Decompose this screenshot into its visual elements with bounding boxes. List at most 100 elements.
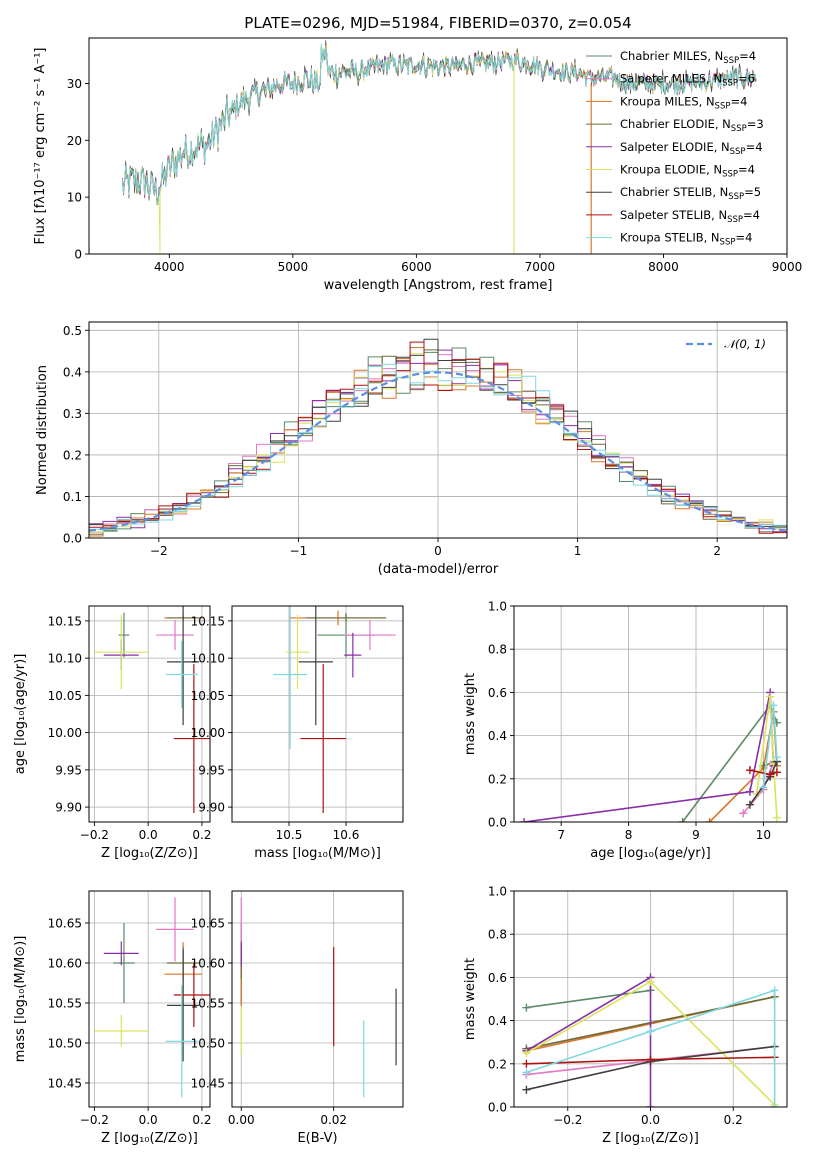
legend-label: Salpeter ELODIE, NSSP=4 <box>620 140 763 157</box>
errorbar-point <box>344 632 362 678</box>
spectrum-xtick-label: 8000 <box>648 260 679 274</box>
spectrum-axes: 4000 5000 6000 7000 8000 9000 0 10 20 30 wavelengt… <box>33 37 802 293</box>
weight-marker <box>522 1059 531 1068</box>
mass-vs-Z-ytick-label: 10.65 <box>48 917 82 931</box>
residuals-ytick-label: 0.5 <box>63 324 82 338</box>
mass-vs-ebv-ytick-label: 10.55 <box>191 997 225 1011</box>
weight-vs-age-xtick-label: 7 <box>557 828 565 842</box>
weight-marker <box>769 701 778 710</box>
weight-vs-Z-ytick-label: 0.8 <box>488 928 507 942</box>
weight-marker <box>646 1055 655 1064</box>
residuals-ytick-label: 0.0 <box>63 532 82 546</box>
age-vs-mass-plot-area <box>273 606 396 814</box>
weight-marker <box>770 986 779 995</box>
weight-line <box>526 989 776 1107</box>
mass-vs-ebv-xtick-label: 0.00 <box>228 1113 255 1127</box>
age-vs-mass-ytick-label: 10.10 <box>191 652 225 666</box>
age-vs-Z-ytick-label: 10.00 <box>48 726 82 740</box>
weight-vs-age-ytick-label: 0.4 <box>488 729 507 743</box>
weight-marker <box>522 1085 531 1094</box>
errorbar-point <box>165 641 198 709</box>
weight-vs-age-ytick-label: 0.2 <box>488 772 507 786</box>
gaussian-curve <box>89 371 787 532</box>
residuals-ylabel: Normed distribution <box>35 365 50 495</box>
mass-vs-Z-xtick-label: −0.2 <box>80 1113 109 1127</box>
errorbar-point <box>298 606 333 726</box>
weight-marker <box>745 800 754 809</box>
age-vs-Z-frame <box>88 605 211 823</box>
errorbar-point <box>173 664 210 814</box>
legend-label: Kroupa ELODIE, NSSP=4 <box>620 163 755 180</box>
spectrum-xtick-label: 7000 <box>525 260 556 274</box>
legend-label: Chabrier STELIB, NSSP=5 <box>620 185 761 202</box>
weight-vs-age-frame <box>513 605 788 823</box>
weight-vs-Z-xtick-label: −0.2 <box>553 1113 582 1127</box>
weight-marker <box>520 818 529 822</box>
spectrum-legend: Chabrier MILES, NSSP=4 Salpeter MILES, NS… <box>586 49 764 248</box>
age-vs-mass-frame <box>231 605 404 823</box>
spectrum-xlabel: wavelength [Angstrom, rest frame] <box>324 278 553 293</box>
mass-vs-Z-frame <box>88 890 211 1108</box>
weight-marker <box>745 787 754 796</box>
age-vs-mass-ytick-label: 10.05 <box>191 689 225 703</box>
weight-vs-age-plot-area <box>520 688 781 822</box>
weight-marker <box>759 783 768 792</box>
weight-marker <box>522 1068 531 1077</box>
weight-marker <box>766 770 775 779</box>
spectrum-ylabel: Flux [fλ10⁻¹⁷ erg cm⁻² s⁻¹ A⁻¹] <box>33 48 48 245</box>
age-vs-mass-ytick-label: 9.95 <box>198 763 225 777</box>
weight-vs-Z-ytick-label: 0.0 <box>488 1101 507 1115</box>
spectrum-xtick-label: 4000 <box>154 260 185 274</box>
weight-vs-age-xtick-label: 8 <box>625 828 633 842</box>
errorbar-point <box>166 606 200 726</box>
age-vs-Z-ytick-label: 9.90 <box>55 801 82 815</box>
weight-vs-age-ytick-label: 1.0 <box>488 600 507 614</box>
age-vs-Z-xtick-label: 0.2 <box>192 828 211 842</box>
residuals-xtick-label: 1 <box>574 544 582 558</box>
weight-vs-Z-axes: −0.2 0.0 0.2 0.0 0.2 0.4 0.6 0.8 1.0 Z [log₁₀(Z/Z… <box>463 885 788 1146</box>
weight-marker <box>646 977 655 986</box>
mass-vs-Z-ytick-label: 10.45 <box>48 1077 82 1091</box>
mass-vs-Z-ytick-label: 10.60 <box>48 957 82 971</box>
age-vs-Z-axes: −0.2 0.0 0.2 9.90 9.95 10.00 10.05 10.10 10.15 Z … <box>13 605 211 861</box>
mass-vs-ebv-ytick-label: 10.65 <box>191 917 225 931</box>
age-vs-mass-xtick-label: 10.6 <box>333 828 360 842</box>
spectrum-plot-area <box>122 40 757 254</box>
age-vs-Z-ytick-label: 9.95 <box>55 763 82 777</box>
weight-vs-Z-xtick-label: 0.2 <box>724 1113 743 1127</box>
residuals-plot-area <box>89 338 787 537</box>
age-vs-Z-ytick-label: 10.05 <box>48 689 82 703</box>
mass-vs-ebv-xtick-label: 0.02 <box>320 1113 347 1127</box>
weight-vs-Z-ylabel: mass weight <box>463 958 478 1040</box>
weight-marker <box>678 818 687 822</box>
mass-vs-ebv-axes: 0.00 0.02 10.45 10.50 10.55 10.60 10.65 E(B-V) <box>191 890 404 1146</box>
age-vs-mass-ytick-label: 10.00 <box>191 726 225 740</box>
errorbar-point <box>94 614 149 690</box>
mass-vs-Z-ylabel: mass [log₁₀(M/M⊙)] <box>13 936 28 1063</box>
legend-label: Kroupa MILES, NSSP=4 <box>620 94 747 111</box>
residuals-xlabel: (data-model)/error <box>378 562 499 577</box>
mass-vs-ebv-ytick-label: 10.45 <box>191 1077 225 1091</box>
mass-vs-ebv-ytick-label: 10.50 <box>191 1037 225 1051</box>
residuals-xtick-label: 0 <box>434 544 442 558</box>
spectrum-ytick-label: 30 <box>67 77 82 91</box>
weight-vs-Z-ytick-label: 1.0 <box>488 885 507 899</box>
errorbar-point <box>113 923 135 1003</box>
mass-vs-ebv-frame <box>231 890 404 1108</box>
spectrum-ytick-label: 10 <box>67 191 82 205</box>
age-vs-mass-xlabel: mass [log₁₀(M/M⊙)] <box>254 846 381 861</box>
errorbar-point <box>156 620 194 650</box>
errorbar-point <box>300 664 346 814</box>
errorbar-point <box>165 985 198 1098</box>
errorbar-point <box>306 614 386 622</box>
legend-label: Chabrier MILES, NSSP=4 <box>620 49 756 66</box>
errorbar-point <box>156 897 194 962</box>
age-vs-Z-ylabel: age [log₁₀(age/yr)] <box>13 654 28 775</box>
age-vs-Z-plot-area <box>94 606 210 814</box>
errorbar-point <box>103 941 139 966</box>
weight-marker <box>772 753 781 762</box>
weight-vs-Z-ytick-label: 0.4 <box>488 1014 507 1028</box>
weight-vs-Z-xtick-label: 0.0 <box>641 1113 660 1127</box>
age-vs-mass-ytick-label: 10.15 <box>191 614 225 628</box>
weight-marker <box>766 692 775 701</box>
